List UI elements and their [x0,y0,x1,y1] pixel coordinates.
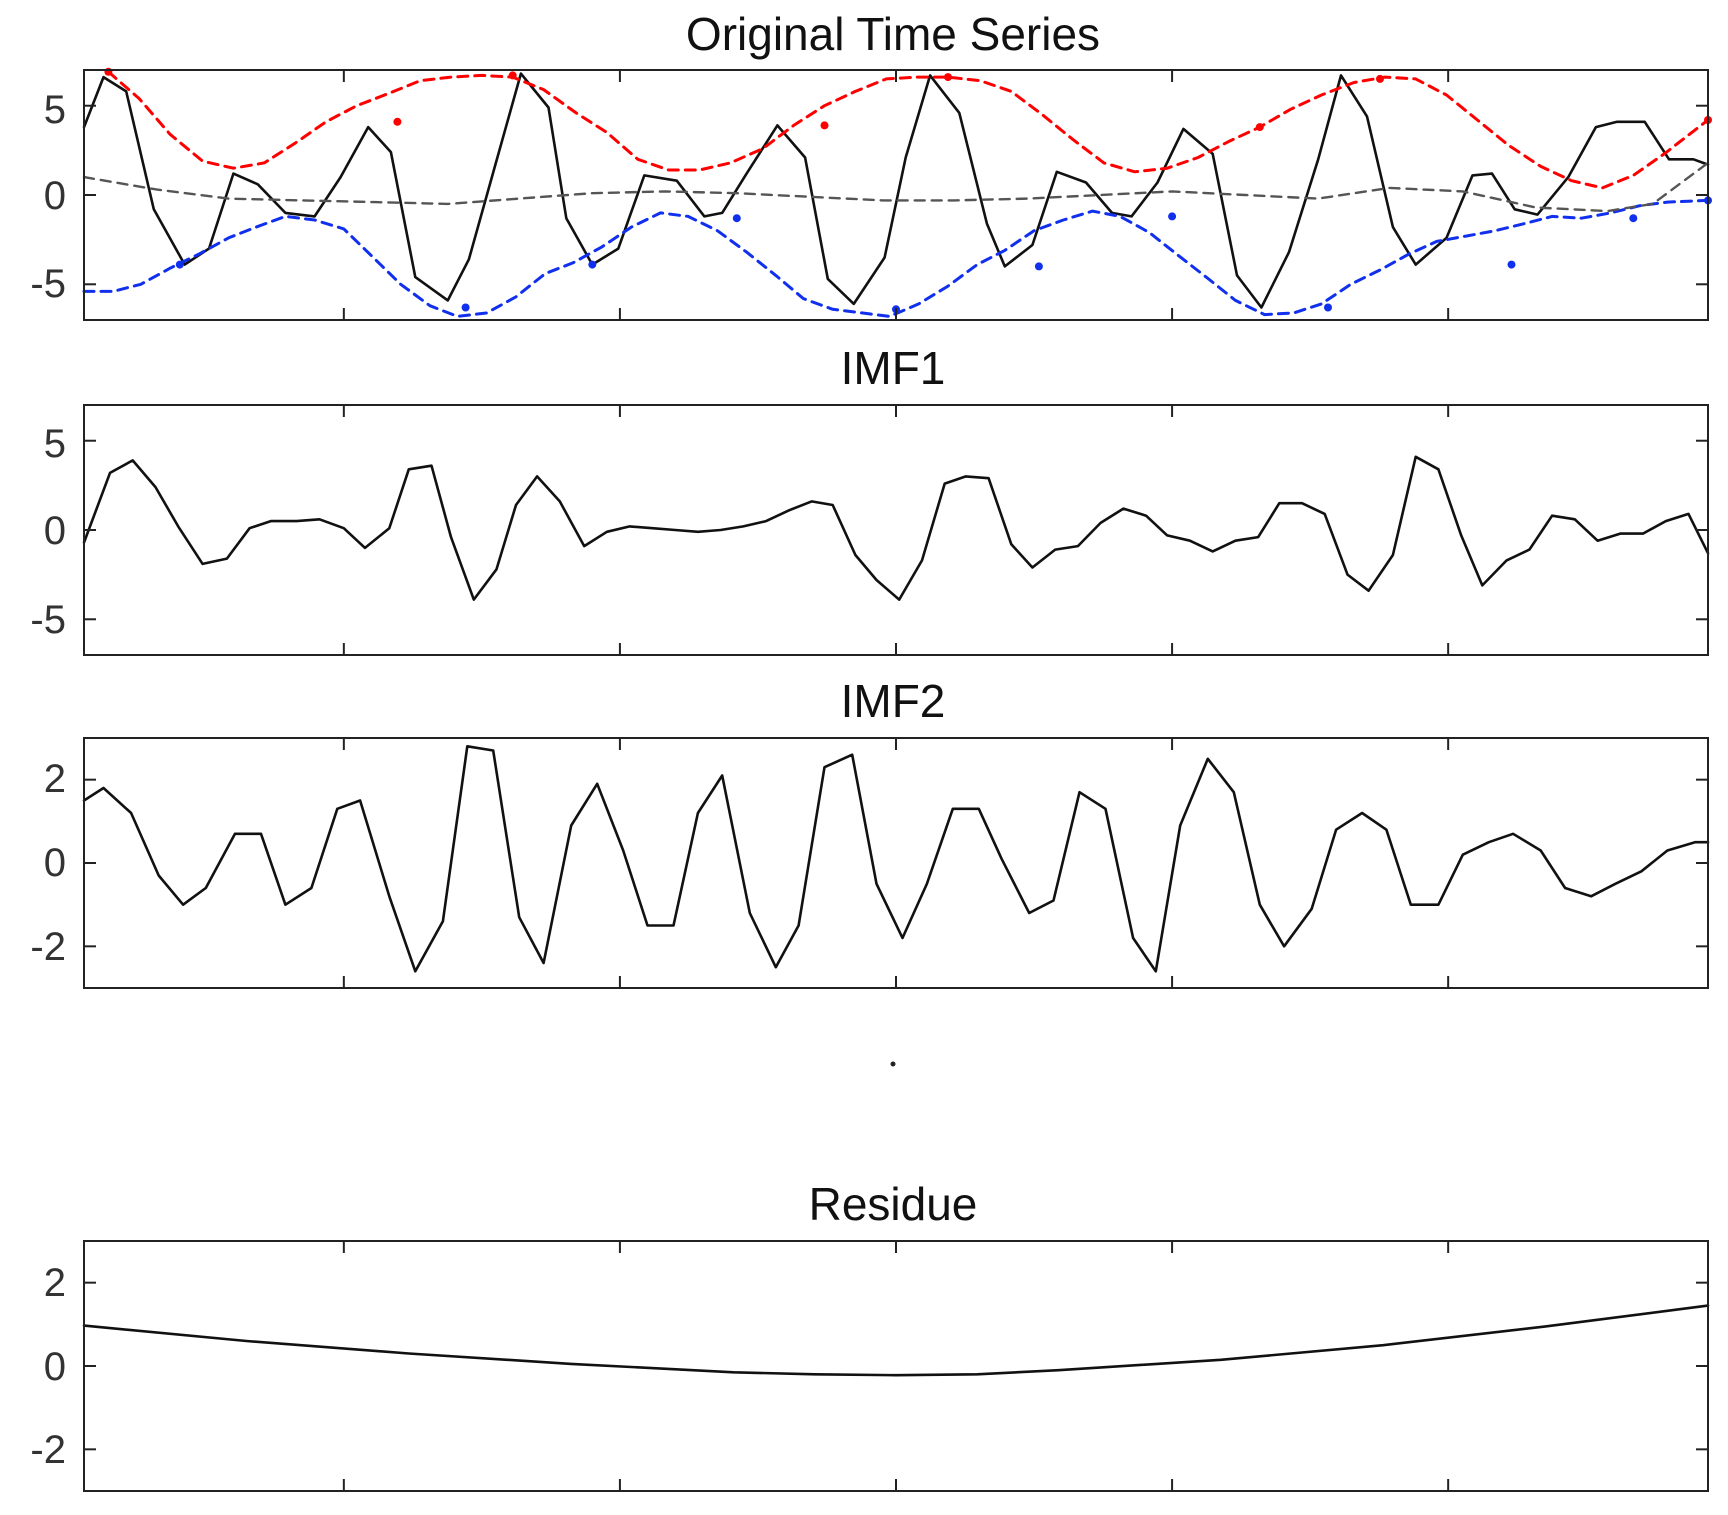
extremum-marker [461,303,470,312]
panel-original: Original Time Series 5 0 -5 [30,8,1712,321]
series-line-signal [82,72,1710,309]
panel-imf1-frame [83,404,1709,656]
panel-imf1-title: IMF1 [841,342,946,394]
panel-imf2-ticks [84,738,1708,988]
panel-original-plot [82,67,1712,318]
y-tick-label-0: 0 [44,174,66,218]
extremum-marker [1255,123,1264,132]
extremum-marker [732,214,741,223]
panel-residue-plot [82,1304,1710,1377]
panel-imf2-title: IMF2 [841,675,946,727]
y-tick-label-0: 0 [44,1345,66,1389]
extremum-marker [508,71,517,80]
extremum-marker [588,260,597,269]
panel-residue-frame [83,1240,1709,1492]
panel-imf2: IMF2 2 0 -2 [30,675,1710,989]
extremum-marker [1168,212,1177,221]
extremum-marker [1034,262,1043,271]
extremum-marker [944,73,952,82]
extremum-marker [1376,74,1384,83]
panel-residue-title: Residue [809,1178,978,1230]
panel-residue: Residue 2 0 -2 [30,1178,1710,1492]
series-line-imf2 [82,745,1710,973]
stray-dot [890,1061,896,1067]
extremum-marker [1507,260,1516,269]
extremum-marker [1629,214,1638,223]
panel-original-ticks [84,70,1708,320]
y-tick-label-minus-5: -5 [30,598,66,642]
y-tick-label-minus-5: -5 [30,262,66,306]
y-tick-label-minus-2: -2 [30,1428,66,1472]
series-line-mean [82,161,1710,213]
series-line-imf1 [82,455,1710,601]
y-tick-label-5: 5 [44,88,66,132]
panel-imf1-ticks [84,405,1708,655]
extremum-marker [175,260,184,269]
extremum-marker [1324,303,1332,312]
series-line-upper_envelope [106,70,1710,190]
panel-imf1: IMF1 5 0 -5 [30,342,1710,656]
panel-residue-ticks [84,1241,1708,1491]
panel-imf2-frame [83,737,1709,989]
y-tick-label-5: 5 [44,422,66,466]
y-tick-label-0: 0 [44,841,66,885]
panel-original-ytick-labels: 5 0 -5 [30,88,66,306]
series-line-residue [82,1304,1710,1377]
extremum-marker [820,121,829,130]
panel-residue-ytick-labels: 2 0 -2 [30,1261,66,1472]
y-tick-label-2: 2 [44,1261,66,1305]
series-line-lower_envelope [82,198,1710,318]
panel-original-title: Original Time Series [686,8,1100,60]
panel-imf2-plot [82,745,1710,973]
panel-imf1-ytick-labels: 5 0 -5 [30,422,66,642]
y-tick-label-minus-2: -2 [30,925,66,969]
panel-imf1-plot [82,455,1710,601]
y-tick-label-2: 2 [44,757,66,801]
extremum-marker [393,117,402,126]
y-tick-label-0: 0 [44,509,66,553]
panel-imf2-ytick-labels: 2 0 -2 [30,757,66,969]
